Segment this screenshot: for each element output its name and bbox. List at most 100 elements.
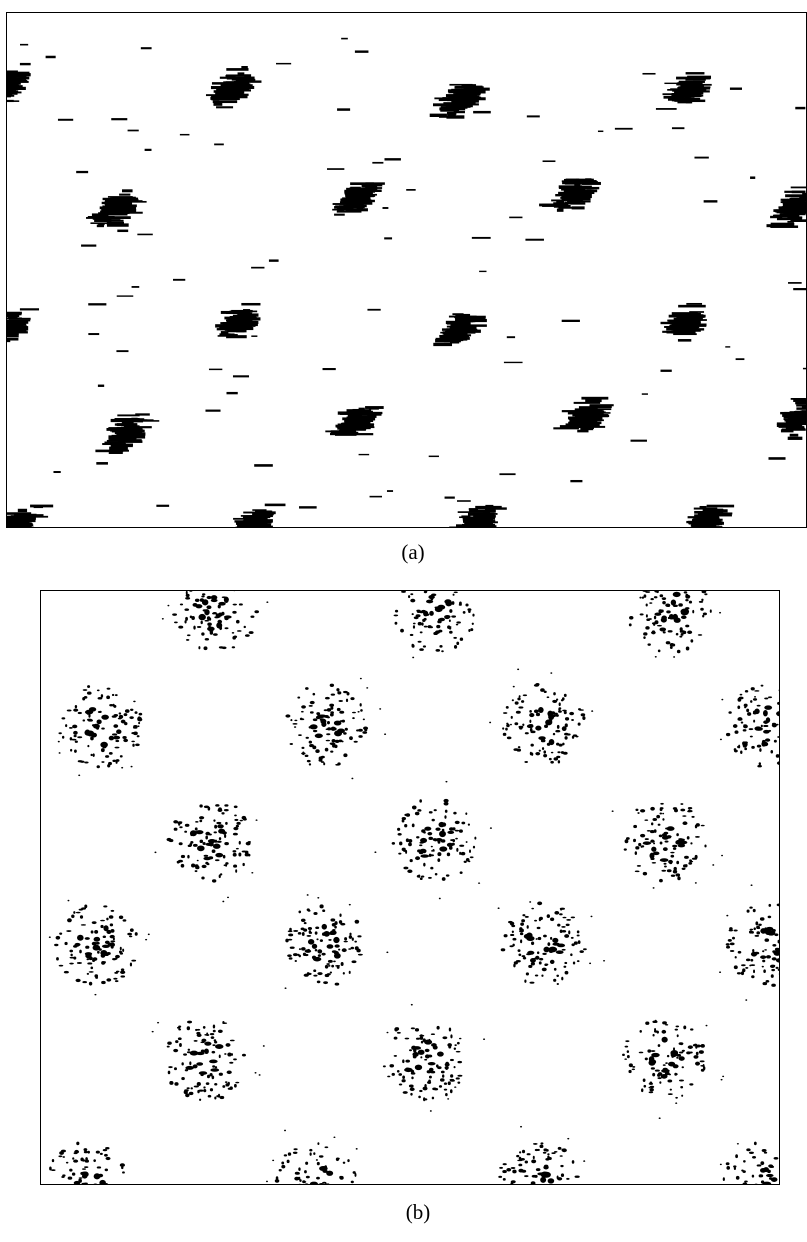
dot-mark xyxy=(453,811,457,815)
dot-mark xyxy=(629,616,634,620)
streak-mark xyxy=(457,95,480,98)
dot-mark xyxy=(672,844,678,848)
dot-mark xyxy=(313,974,318,977)
dot-mark xyxy=(350,697,355,701)
streak-mark xyxy=(135,413,150,416)
dot-mark xyxy=(538,736,546,740)
dot-mark xyxy=(186,1026,191,1031)
dot-mark xyxy=(750,931,754,934)
dot-mark xyxy=(414,1028,420,1032)
dot-mark xyxy=(212,1044,216,1047)
dot-mark xyxy=(227,1087,233,1090)
dot-mark xyxy=(738,744,741,749)
dot-mark xyxy=(765,738,771,742)
dot-mark xyxy=(186,634,191,637)
dot-mark xyxy=(543,934,547,938)
streak-mark xyxy=(358,187,371,190)
dot-mark xyxy=(553,712,558,715)
dot-mark xyxy=(329,930,337,936)
streak-mark xyxy=(244,521,259,525)
dot-mark xyxy=(536,951,540,955)
streak-mark xyxy=(796,407,806,410)
dot-mark xyxy=(113,724,119,728)
dot-mark xyxy=(611,810,614,812)
dot-mark xyxy=(643,636,646,640)
dot-mark xyxy=(651,846,657,852)
dot-mark xyxy=(274,1179,280,1183)
dot-mark xyxy=(763,709,768,717)
panel-b-plot xyxy=(40,590,780,1185)
streak-mark xyxy=(250,516,268,520)
dot-mark xyxy=(756,925,760,930)
dot-mark xyxy=(457,1081,461,1084)
dot-mark xyxy=(765,926,774,931)
dot-mark xyxy=(643,1084,647,1088)
dot-mark xyxy=(404,1067,413,1073)
dot-mark xyxy=(340,962,344,967)
dot-mark xyxy=(514,722,519,726)
dot-mark xyxy=(108,735,115,741)
dot-mark xyxy=(331,739,336,743)
dot-mark xyxy=(317,896,320,899)
dot-mark xyxy=(531,1159,537,1164)
dot-mark xyxy=(553,1151,558,1153)
dot-mark xyxy=(213,1039,217,1042)
streak-mark xyxy=(212,100,238,104)
streak-mark xyxy=(725,346,731,348)
streak-mark xyxy=(368,407,379,410)
dot-mark xyxy=(441,1074,445,1078)
dot-mark xyxy=(644,1057,648,1061)
dot-mark xyxy=(224,1081,228,1084)
dot-mark xyxy=(426,599,434,604)
dot-mark xyxy=(524,761,529,764)
dot-mark xyxy=(577,722,581,726)
dot-mark xyxy=(202,593,206,596)
dot-mark xyxy=(648,1091,654,1094)
dot-mark xyxy=(215,852,224,858)
streak-mark xyxy=(446,337,470,340)
dot-mark xyxy=(554,911,560,915)
dot-mark xyxy=(357,953,363,956)
dot-mark xyxy=(95,1150,100,1154)
dot-mark xyxy=(80,924,86,926)
dot-mark xyxy=(238,840,241,845)
streak-mark xyxy=(673,333,697,336)
dot-mark xyxy=(722,1177,725,1182)
streak-mark xyxy=(208,368,223,371)
streak-mark xyxy=(17,508,28,513)
dot-mark xyxy=(650,806,655,811)
dot-mark xyxy=(224,627,229,630)
dot-mark xyxy=(292,1151,298,1155)
panel-b-caption: (b) xyxy=(405,1200,431,1224)
dot-mark xyxy=(213,819,216,822)
dot-mark xyxy=(101,727,105,730)
dot-mark xyxy=(344,727,348,731)
dot-mark xyxy=(637,812,640,814)
dot-mark xyxy=(702,1064,705,1068)
dot-mark xyxy=(199,1098,202,1101)
dot-mark xyxy=(176,860,181,864)
streak-mark xyxy=(787,214,794,219)
dot-mark xyxy=(82,689,88,691)
streak-mark xyxy=(334,206,346,209)
dot-mark xyxy=(333,952,341,959)
streak-mark xyxy=(372,161,384,164)
streak-mark xyxy=(687,76,698,79)
dot-mark xyxy=(212,1029,216,1033)
dot-mark xyxy=(662,847,668,852)
dot-mark xyxy=(428,876,432,879)
dot-mark xyxy=(516,1154,520,1158)
dot-mark xyxy=(335,964,341,967)
dot-mark xyxy=(680,633,684,636)
streak-mark xyxy=(20,43,29,46)
streak-mark xyxy=(16,515,32,520)
dot-mark xyxy=(561,948,566,951)
dot-mark xyxy=(431,1043,437,1047)
streak-mark xyxy=(96,224,104,228)
streak-mark xyxy=(233,517,257,520)
streak-mark xyxy=(7,330,9,335)
dot-mark xyxy=(207,622,212,626)
dot-mark xyxy=(700,607,704,611)
dot-mark xyxy=(61,717,66,720)
dot-mark xyxy=(770,974,774,978)
